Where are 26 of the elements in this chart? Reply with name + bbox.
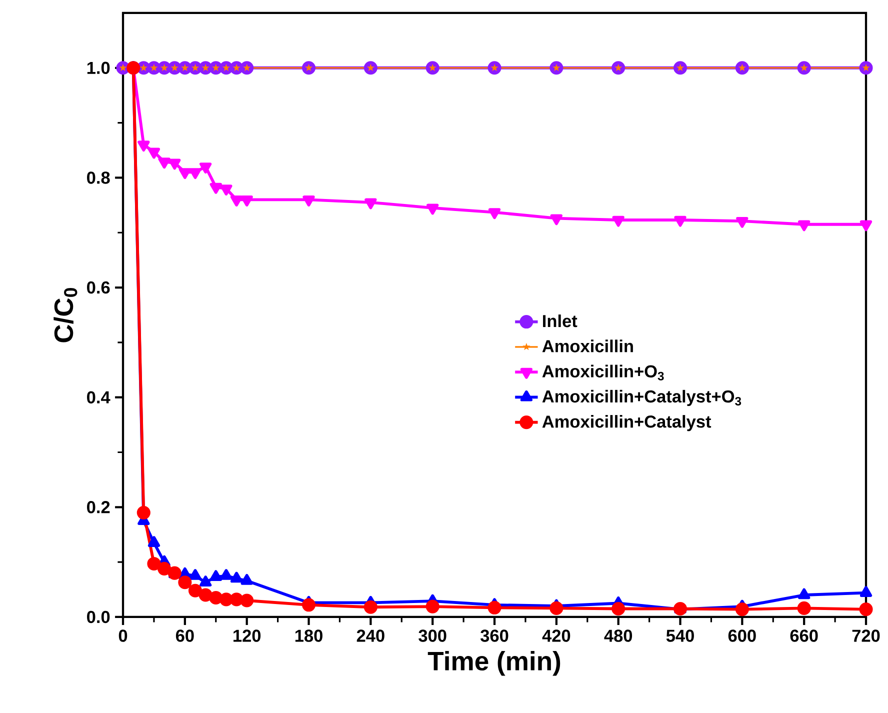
x-tick-label: 720 bbox=[852, 630, 880, 642]
y-tick-label: 1.0 bbox=[87, 62, 110, 74]
x-tick-label: 660 bbox=[790, 630, 818, 642]
x-axis-title: Time (min) bbox=[428, 651, 560, 676]
x-tick-label: 360 bbox=[480, 630, 508, 642]
x-tick-label: 120 bbox=[234, 630, 261, 642]
x-tick-label: 300 bbox=[418, 630, 446, 642]
x-tick-label: 180 bbox=[295, 630, 322, 642]
legend-label: Inlet bbox=[543, 314, 578, 328]
x-tick-label: 480 bbox=[604, 630, 632, 642]
legend-label: Amoxicillin+Catalyst+O$_{3}$ bbox=[542, 390, 742, 406]
y-tick-label: 0.2 bbox=[87, 501, 110, 514]
x-tick-label: 0 bbox=[118, 630, 128, 642]
y-tick-label: 0.4 bbox=[87, 391, 110, 404]
legend-label: Amoxicillin+O$_{3}$ bbox=[542, 364, 664, 380]
x-tick-label: 540 bbox=[666, 630, 694, 642]
x-tick-label: 420 bbox=[542, 630, 570, 642]
y-tick-label: 0.0 bbox=[87, 610, 110, 624]
legend-label: Amoxicillin bbox=[542, 340, 633, 352]
y-tick-label: 0.6 bbox=[87, 281, 110, 294]
legend-label: Amoxicillin+Catalyst bbox=[542, 415, 712, 432]
x-tick-label: 240 bbox=[356, 630, 384, 642]
y-tick-label: 0.8 bbox=[87, 172, 110, 184]
x-tick-label: 600 bbox=[728, 630, 756, 642]
x-tick-label: 60 bbox=[176, 630, 194, 642]
y-axis-title: C/C$_{0}$ bbox=[54, 288, 78, 342]
